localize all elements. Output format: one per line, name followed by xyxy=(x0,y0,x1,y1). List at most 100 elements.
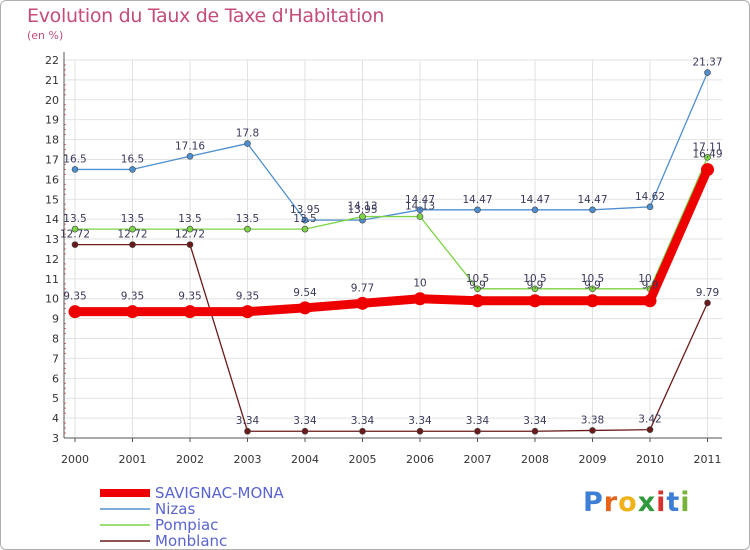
data-label-savignac-mona: 9.35 xyxy=(236,291,259,303)
legend-label-nizas: Nizas xyxy=(155,500,196,518)
data-point-nizas xyxy=(129,166,136,173)
chart-subtitle: (en %) xyxy=(27,29,64,42)
y-tick-label: 22 xyxy=(45,54,59,67)
data-point-nizas xyxy=(416,206,424,214)
data-point-savignac-mona xyxy=(183,305,197,319)
y-tick-label: 4 xyxy=(52,412,59,425)
legend: SAVIGNAC-MONA Nizas Pompiac Monblanc xyxy=(100,484,400,550)
y-tick-label: 3 xyxy=(52,432,59,445)
y-tick-label: 14 xyxy=(45,213,59,226)
y-tick-label: 8 xyxy=(52,333,59,346)
data-label-savignac-mona: 9.9 xyxy=(527,280,544,292)
data-point-savignac-mona xyxy=(298,301,312,315)
x-tick-label: 2008 xyxy=(521,453,549,466)
data-label-nizas: 14.47 xyxy=(520,194,550,206)
data-point-monblanc xyxy=(589,427,596,434)
legend-swatch-nizas xyxy=(100,508,150,510)
data-point-nizas xyxy=(474,206,481,214)
data-point-pompiac xyxy=(129,225,136,233)
data-label-savignac-mona: 9.35 xyxy=(178,291,201,303)
legend-item-monblanc: Monblanc xyxy=(100,532,400,550)
y-tick-label: 6 xyxy=(52,372,59,385)
y-tick-label: 7 xyxy=(52,352,59,365)
x-tick-label: 2001 xyxy=(119,453,147,466)
data-label-pompiac: 13.5 xyxy=(121,213,144,225)
data-point-nizas xyxy=(531,206,539,214)
data-point-nizas xyxy=(301,216,309,224)
data-point-monblanc xyxy=(646,426,654,433)
legend-item-savignac: SAVIGNAC-MONA xyxy=(100,484,400,502)
data-point-pompiac xyxy=(244,225,251,233)
data-point-monblanc xyxy=(474,427,481,435)
logo-letter-3: o xyxy=(618,487,638,518)
data-point-savignac-mona xyxy=(643,294,657,308)
data-label-monblanc: 3.34 xyxy=(351,415,375,427)
y-tick-label: 9 xyxy=(52,313,59,326)
x-tick-label: 2009 xyxy=(579,453,607,466)
legend-swatch-savignac xyxy=(100,489,150,497)
data-point-nizas xyxy=(704,69,711,76)
logo-letter-5: i xyxy=(656,487,667,518)
data-label-nizas: 21.37 xyxy=(692,57,722,69)
logo-letter-1: P xyxy=(583,487,604,518)
legend-item-pompiac: Pompiac xyxy=(100,516,400,534)
data-point-pompiac xyxy=(359,213,366,220)
data-label-monblanc: 3.38 xyxy=(581,414,604,426)
data-label-pompiac: 14.13 xyxy=(347,201,377,213)
y-tick-label: 19 xyxy=(45,114,59,127)
logo-letter-7: i xyxy=(680,487,691,518)
x-tick-label: 2011 xyxy=(694,453,722,466)
data-point-monblanc xyxy=(704,299,711,307)
data-label-monblanc: 12.72 xyxy=(60,229,90,241)
data-point-savignac-mona xyxy=(413,292,427,306)
data-label-monblanc: 3.34 xyxy=(236,415,260,427)
chart-title: Evolution du Taux de Taxe d'Habitation xyxy=(27,5,385,27)
data-label-pompiac: 13.5 xyxy=(293,213,316,225)
data-point-savignac-mona xyxy=(701,163,714,177)
x-tick-label: 2005 xyxy=(349,453,377,466)
data-point-nizas xyxy=(186,152,194,160)
data-point-savignac-mona xyxy=(68,305,82,319)
data-point-savignac-mona xyxy=(356,296,369,310)
x-tick-label: 2007 xyxy=(464,453,492,466)
logo-letter-6: t xyxy=(666,487,681,518)
data-point-monblanc xyxy=(71,241,79,248)
data-point-pompiac xyxy=(301,225,309,233)
data-label-nizas: 14.47 xyxy=(405,194,435,206)
x-tick-label: 2000 xyxy=(61,453,89,466)
y-tick-label: 12 xyxy=(45,253,59,266)
series-line-nizas xyxy=(75,72,709,221)
series-line-monblanc xyxy=(75,243,709,432)
x-tick-label: 2002 xyxy=(176,453,204,466)
data-point-savignac-mona xyxy=(241,305,254,319)
data-label-pompiac: 10.5 xyxy=(581,273,604,285)
y-tick-label: 13 xyxy=(45,233,59,246)
data-point-savignac-mona xyxy=(471,294,484,308)
data-point-pompiac xyxy=(416,213,424,220)
logo-letter-2: r xyxy=(603,487,619,518)
data-label-monblanc: 3.34 xyxy=(523,415,547,427)
data-label-savignac-mona: 9.35 xyxy=(63,291,86,303)
y-tick-label: 16 xyxy=(45,173,59,186)
data-label-nizas: 14.47 xyxy=(462,194,492,206)
data-label-savignac-mona: 10 xyxy=(413,278,426,290)
data-label-nizas: 17.8 xyxy=(236,128,259,140)
data-label-savignac-mona: 9.9 xyxy=(642,280,659,292)
y-tick-label: 10 xyxy=(45,293,59,306)
data-point-nizas xyxy=(244,140,251,147)
data-point-pompiac xyxy=(71,225,79,233)
data-label-savignac-mona: 9.77 xyxy=(351,282,374,294)
data-label-monblanc: 3.34 xyxy=(466,415,490,427)
data-point-pompiac xyxy=(589,285,596,293)
x-tick-label: 2006 xyxy=(406,453,434,466)
data-point-savignac-mona xyxy=(528,294,542,308)
data-label-monblanc: 3.42 xyxy=(638,414,661,426)
y-tick-label: 18 xyxy=(45,134,59,147)
series-line-savignac-mona xyxy=(75,167,712,317)
x-tick-label: 2010 xyxy=(636,453,664,466)
data-point-monblanc xyxy=(244,427,251,435)
x-tick-label: 2003 xyxy=(234,453,262,466)
y-tick-label: 11 xyxy=(45,273,59,286)
data-label-pompiac: 13.5 xyxy=(178,213,201,225)
data-point-pompiac xyxy=(186,225,194,233)
